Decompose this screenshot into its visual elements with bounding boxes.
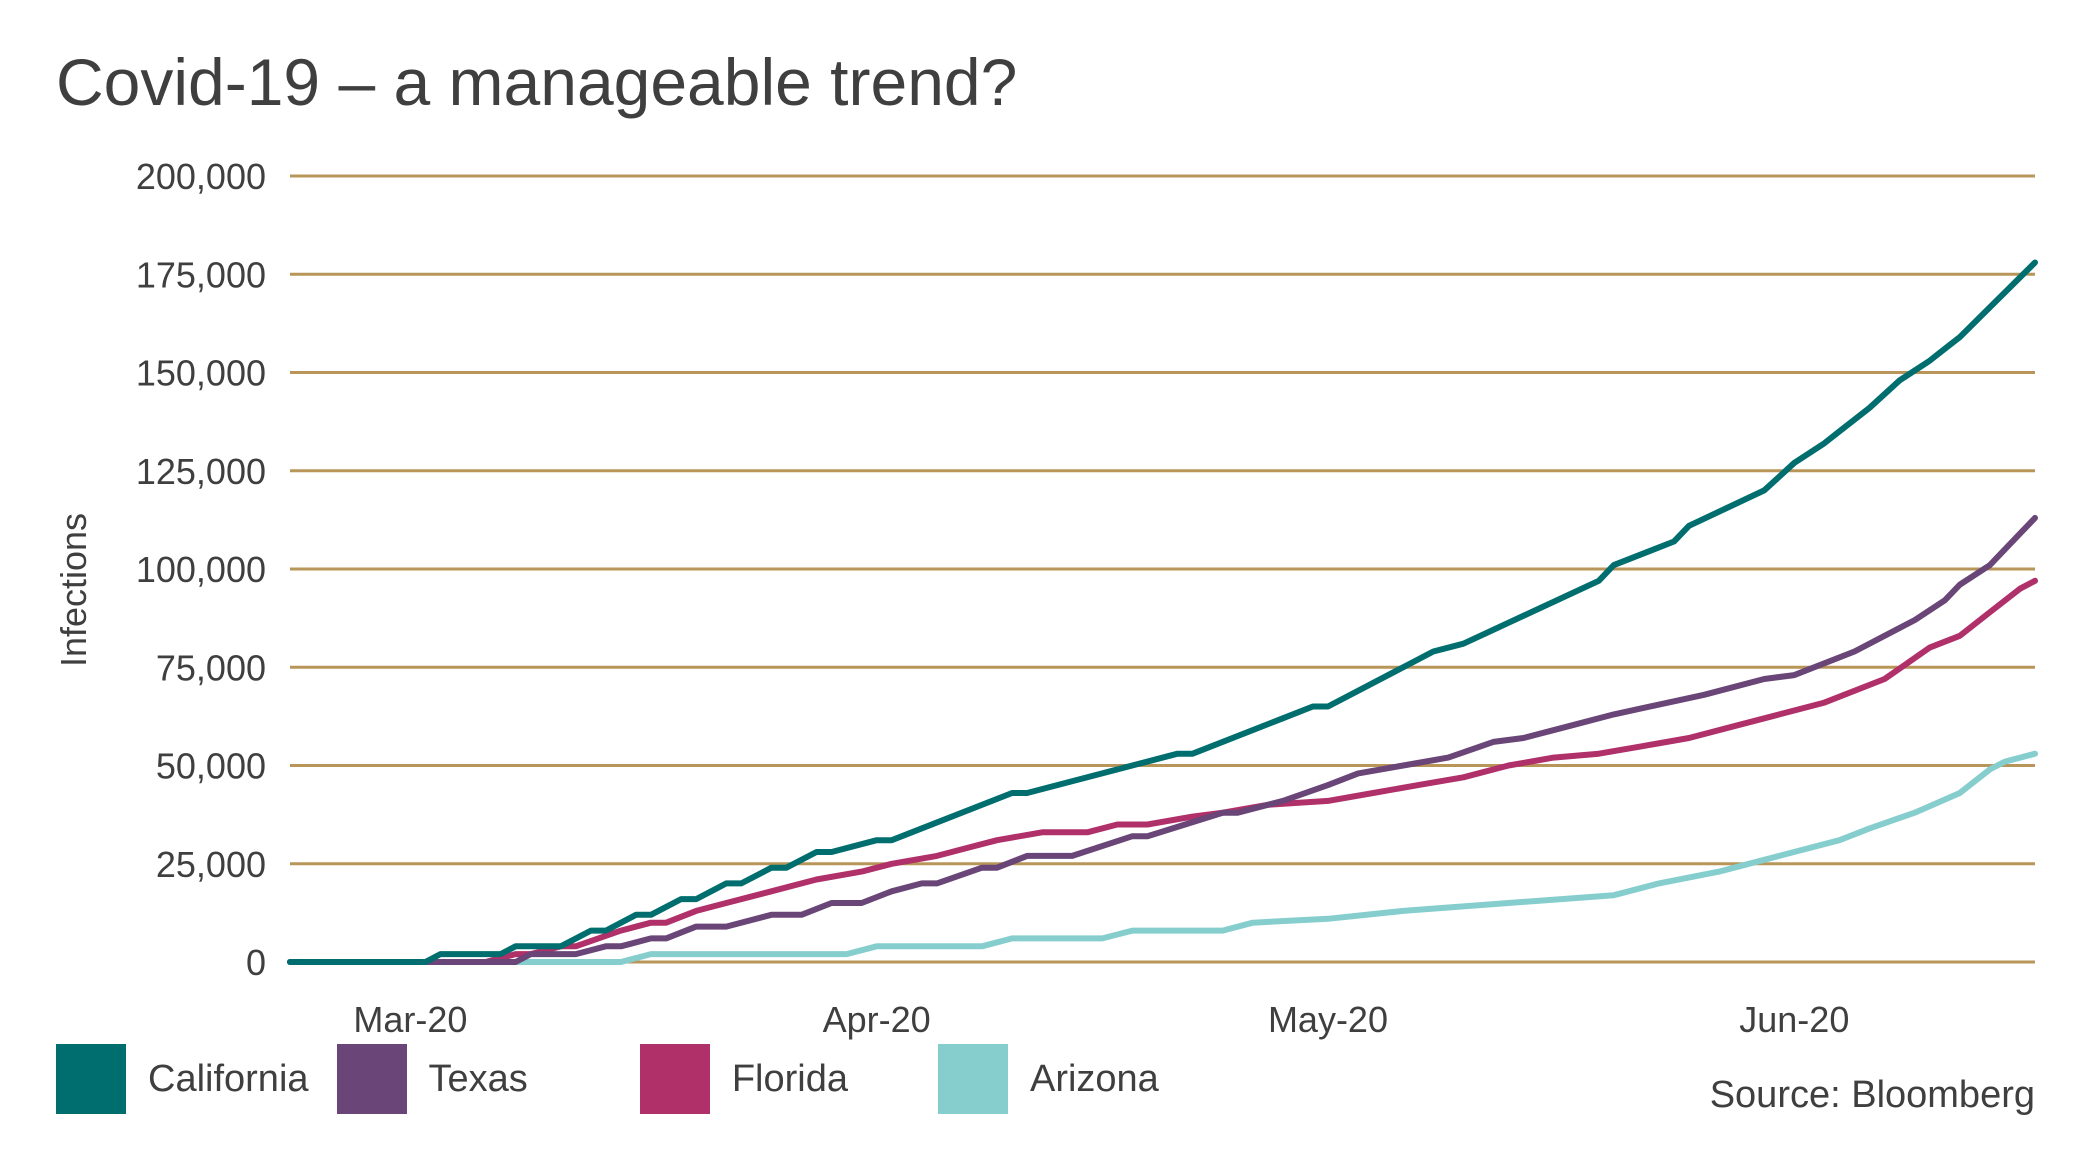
legend-label-california: California xyxy=(148,1057,309,1100)
y-tick-label: 25,000 xyxy=(156,844,266,885)
legend: California Texas Florida Arizona xyxy=(56,1043,1183,1115)
y-tick-label: 125,000 xyxy=(136,451,266,492)
y-axis-ticks: 0 25,000 50,000 75,000 100,000 125,000 150,000… xyxy=(136,156,266,983)
series-line-arizona xyxy=(287,750,2038,965)
x-axis-ticks: Mar-20 Apr-20 May-20 Jun-20 xyxy=(353,999,1849,1040)
y-tick-label: 50,000 xyxy=(156,746,266,787)
y-tick-label: 0 xyxy=(246,942,266,983)
x-tick-label: Apr-20 xyxy=(823,999,931,1040)
legend-item-florida: Florida xyxy=(639,1044,848,1114)
legend-item-arizona: Arizona xyxy=(937,1044,1159,1114)
line-chart: 0 25,000 50,000 75,000 100,000 125,000 150,000… xyxy=(53,156,2038,1040)
y-tick-label: 200,000 xyxy=(136,156,266,197)
y-tick-label: 175,000 xyxy=(136,254,266,295)
legend-label-arizona: Arizona xyxy=(1029,1057,1159,1100)
series-lines xyxy=(287,259,2038,965)
series-line-california xyxy=(287,259,2038,965)
y-tick-label: 100,000 xyxy=(136,549,266,590)
x-tick-label: Mar-20 xyxy=(353,999,467,1040)
chart-title: Covid-19 – a manageable trend? xyxy=(56,45,1018,119)
legend-swatch-arizona xyxy=(937,1044,1008,1114)
x-tick-label: Jun-20 xyxy=(1739,999,1849,1040)
y-axis-label: Infections xyxy=(53,513,94,667)
x-tick-label: May-20 xyxy=(1268,999,1388,1040)
source-note: Source: Bloomberg xyxy=(1709,1074,2035,1116)
series-line-texas xyxy=(287,514,2038,965)
y-tick-label: 75,000 xyxy=(156,647,266,688)
legend-swatch-florida xyxy=(639,1044,710,1114)
y-tick-label: 150,000 xyxy=(136,353,266,394)
series-line-florida xyxy=(287,577,2038,965)
legend-item-california: California xyxy=(56,1044,309,1114)
legend-label-texas: Texas xyxy=(428,1057,528,1100)
legend-label-florida: Florida xyxy=(731,1057,848,1100)
legend-swatch-texas xyxy=(336,1044,407,1114)
gridlines xyxy=(290,174,2035,964)
legend-item-texas: Texas xyxy=(336,1044,528,1114)
legend-swatch-california xyxy=(56,1044,126,1114)
